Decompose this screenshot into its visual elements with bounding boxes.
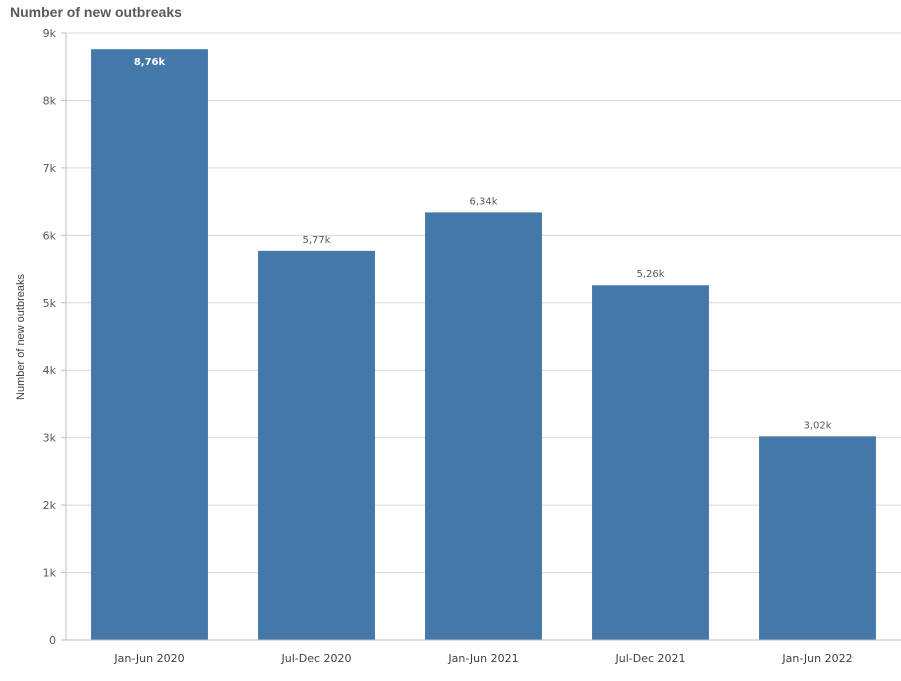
y-axis-title: Number of new outbreaks	[15, 274, 27, 400]
y-tick-label: 1k	[43, 567, 57, 580]
y-tick-label: 4k	[43, 364, 57, 377]
y-tick-label: 8k	[43, 94, 57, 107]
chart-title: Number of new outbreaks	[10, 4, 182, 20]
x-axis-labels: Jan-Jun 2020 Jul-Dec 2020 Jan-Jun 2021 Jul-…	[113, 652, 852, 665]
y-tick-label: 5k	[43, 297, 57, 310]
bar[interactable]	[425, 212, 542, 640]
y-axis-ticks: 0 1k 2k 3k 4k 5k 6k 7k 8k 9k	[43, 27, 66, 647]
data-label: 5,77k	[302, 235, 330, 246]
bar[interactable]	[592, 285, 709, 640]
y-tick-label: 9k	[43, 27, 57, 40]
y-tick-label: 3k	[43, 432, 57, 445]
x-category-label: Jan-Jun 2022	[781, 652, 852, 665]
bars: 8,76k 5,77k 6,34k 5,26k 3,02k	[91, 49, 876, 641]
data-label: 6,34k	[469, 196, 497, 207]
x-category-label: Jul-Dec 2021	[614, 652, 685, 665]
y-tick-label: 2k	[43, 499, 57, 512]
bar[interactable]	[759, 436, 876, 640]
x-category-label: Jan-Jun 2021	[447, 652, 518, 665]
bar[interactable]	[258, 250, 375, 640]
data-label: 8,76k	[134, 57, 166, 68]
y-tick-label: 0	[49, 634, 56, 647]
x-category-label: Jul-Dec 2020	[280, 652, 351, 665]
data-label: 5,26k	[636, 269, 664, 280]
bar[interactable]	[91, 49, 208, 641]
x-category-label: Jan-Jun 2020	[113, 652, 184, 665]
y-tick-label: 6k	[43, 229, 57, 242]
data-label: 3,02k	[803, 420, 831, 431]
y-tick-label: 7k	[43, 162, 57, 175]
